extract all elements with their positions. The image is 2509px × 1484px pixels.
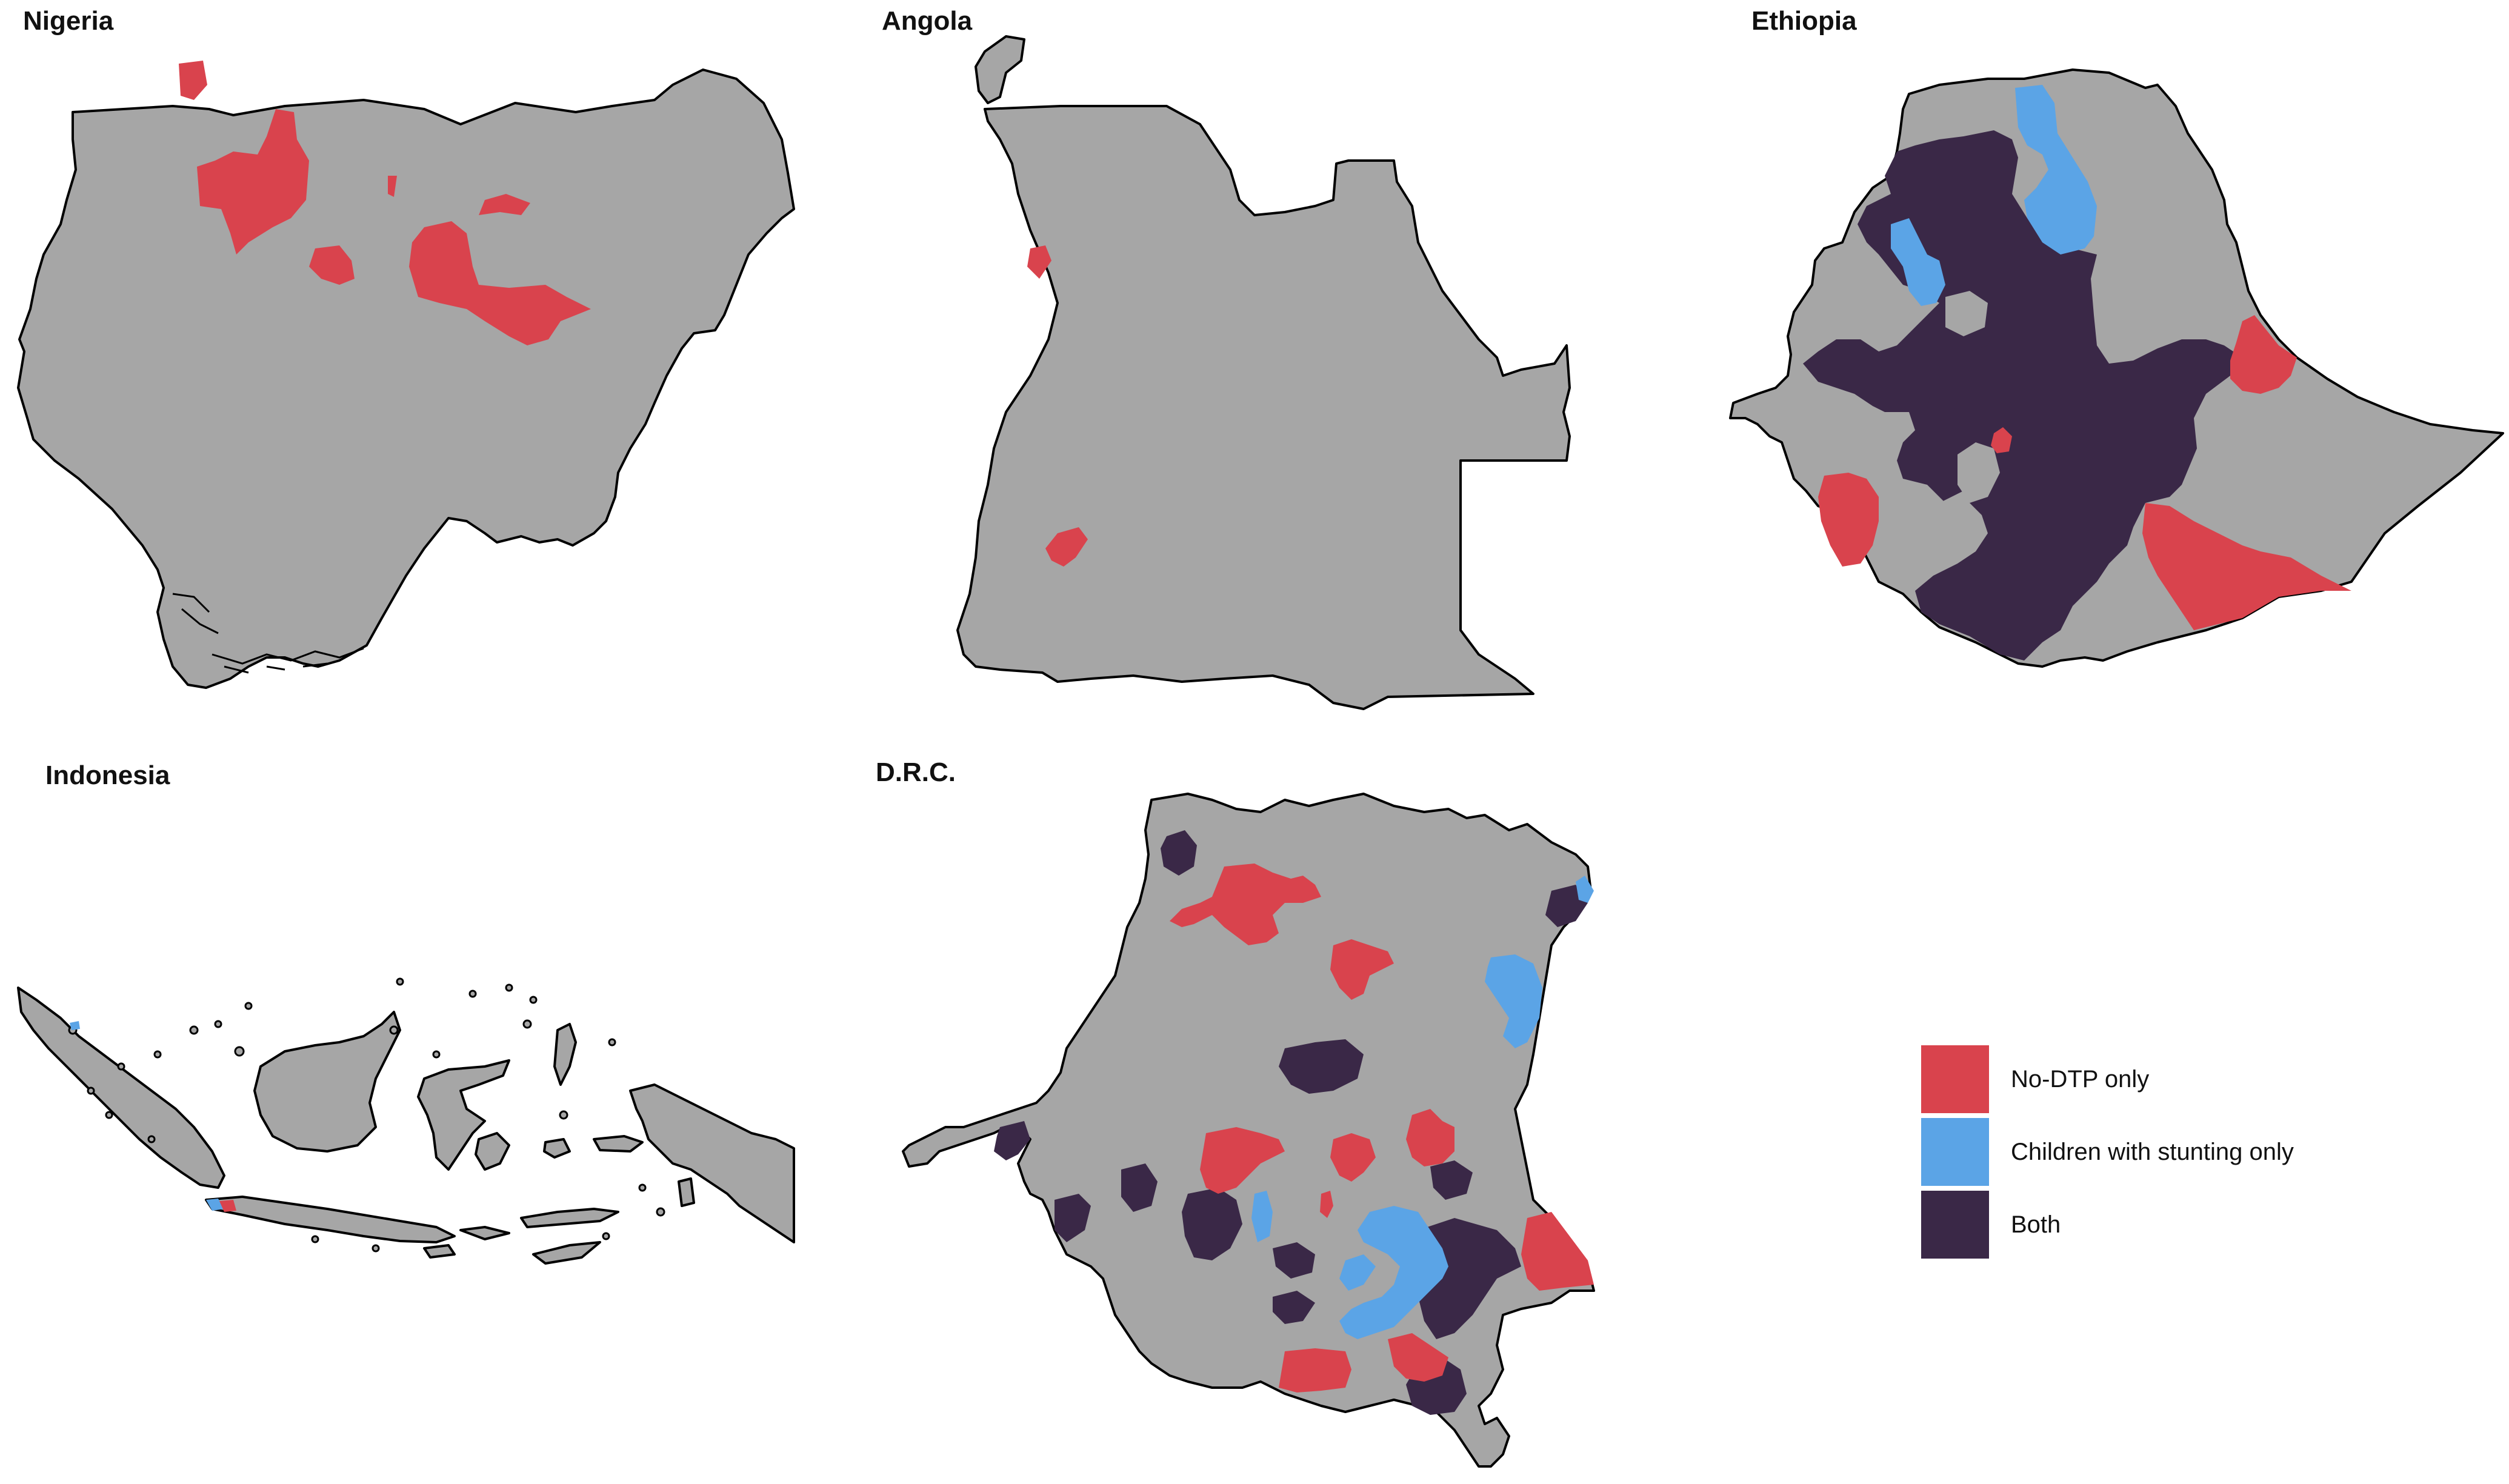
indonesia-aru <box>678 1177 695 1207</box>
ethiopia-region-no-dtp-2 <box>1991 427 2012 453</box>
ethiopia-region-no-dtp-4 <box>2142 503 2351 630</box>
panel-title-ethiopia: Ethiopia <box>1751 6 1857 36</box>
nigeria-region-no-dtp-5 <box>479 194 530 215</box>
indonesia-sulawesi <box>417 1059 510 1171</box>
drc-region-both-7 <box>1055 1194 1091 1242</box>
drc-region-stunting-3 <box>1251 1191 1273 1242</box>
panel-title-indonesia: Indonesia <box>45 760 170 790</box>
drc-region-both-4 <box>994 1121 1030 1160</box>
indonesia-papua <box>629 1083 795 1243</box>
drc-region-no-dtp-2 <box>1330 939 1394 1000</box>
indonesia-islets <box>68 977 665 1253</box>
indonesia-buru <box>543 1138 571 1159</box>
map-nigeria <box>17 61 795 689</box>
drc-region-both-1 <box>1161 830 1197 876</box>
map-ethiopia <box>1729 68 2504 668</box>
legend-swatch-both <box>1921 1191 1989 1259</box>
drc-region-both-5 <box>1182 1188 1242 1260</box>
legend-swatch-no-dtp <box>1921 1045 1989 1113</box>
indonesia-region-stunting <box>70 1021 80 1030</box>
legend-label-stunting: Children with stunting only <box>2011 1139 2294 1165</box>
nigeria-region-no-dtp-3 <box>388 176 397 197</box>
drc-region-stunting-4 <box>1339 1206 1448 1339</box>
indonesia-bali-lombok <box>459 1226 510 1240</box>
drc-region-no-dtp-7 <box>1521 1212 1594 1291</box>
map-drc <box>902 793 1595 1468</box>
indonesia-halmahera <box>553 1023 577 1086</box>
drc-region-no-dtp-1 <box>1170 863 1321 945</box>
nigeria-region-no-dtp-1 <box>179 61 207 100</box>
angola-region-no-dtp-2 <box>1045 527 1088 567</box>
ethiopia-region-stunting-2 <box>1891 218 1945 306</box>
ethiopia-region-none-4 <box>1879 479 1945 588</box>
drc-region-no-dtp-8 <box>1279 1348 1351 1392</box>
legend-label-no-dtp: No-DTP only <box>2011 1066 2150 1093</box>
drc-region-both-6 <box>1121 1163 1158 1212</box>
drc-region-no-dtp-3 <box>1200 1127 1285 1194</box>
ethiopia-region-no-dtp-1 <box>2230 315 2297 394</box>
indonesia-region-no-dtp-java <box>219 1200 236 1212</box>
drc-region-both-3 <box>1279 1039 1364 1094</box>
indonesia-sumbawa-flores <box>520 1208 619 1228</box>
indonesia-java <box>205 1196 456 1243</box>
legend-item-stunting: Children with stunting only <box>1921 1118 2406 1186</box>
drc-region-stunting-5 <box>1339 1254 1376 1291</box>
panel-title-drc: D.R.C. <box>876 757 956 787</box>
angola-cabinda <box>975 35 1025 104</box>
nigeria-region-no-dtp-6 <box>409 221 591 345</box>
nigeria-region-no-dtp-4 <box>309 245 355 285</box>
drc-region-no-dtp-9 <box>1388 1333 1448 1382</box>
drc-region-both-12 <box>1273 1291 1315 1324</box>
ethiopia-region-none-3 <box>1958 442 2000 503</box>
drc-region-both-9 <box>1430 1160 1473 1200</box>
nigeria-region-no-dtp-2 <box>197 109 309 255</box>
panel-title-angola: Angola <box>882 6 973 36</box>
legend-swatch-stunting <box>1921 1118 1989 1186</box>
indonesia-seram <box>593 1135 644 1153</box>
indonesia-sumatra <box>17 987 225 1189</box>
map-angola <box>956 35 1571 710</box>
nigeria-coastal-creeks <box>172 593 364 674</box>
drc-region-stunting-1 <box>1576 876 1594 903</box>
angola-region-no-dtp-1 <box>1027 245 1051 279</box>
indonesia-sumba <box>423 1244 456 1259</box>
indonesia-timor <box>532 1241 601 1265</box>
ethiopia-region-both-3 <box>1927 385 1958 421</box>
drc-region-both-2 <box>1545 885 1588 927</box>
map-indonesia <box>17 977 795 1265</box>
drc-region-no-dtp-4 <box>1330 1133 1376 1182</box>
indonesia-sulawesi-se <box>475 1132 510 1171</box>
drc-region-no-dtp-6 <box>1320 1191 1333 1218</box>
indonesia-borneo <box>253 1011 401 1153</box>
ethiopia-region-stunting-1 <box>2015 85 2097 255</box>
nigeria-outline <box>17 68 795 689</box>
drc-region-stunting-2 <box>1485 954 1542 1048</box>
angola-outline <box>956 105 1571 710</box>
drc-region-no-dtp-5 <box>1406 1109 1454 1166</box>
legend-item-no-dtp: No-DTP only <box>1921 1045 2406 1113</box>
drc-region-both-8 <box>1273 1242 1315 1279</box>
panel-title-nigeria: Nigeria <box>23 6 114 36</box>
legend-label-both: Both <box>2011 1211 2061 1238</box>
ethiopia-region-none-2 <box>1945 291 1988 336</box>
legend-item-both: Both <box>1921 1191 2406 1259</box>
ethiopia-region-no-dtp-3 <box>1818 473 1879 567</box>
